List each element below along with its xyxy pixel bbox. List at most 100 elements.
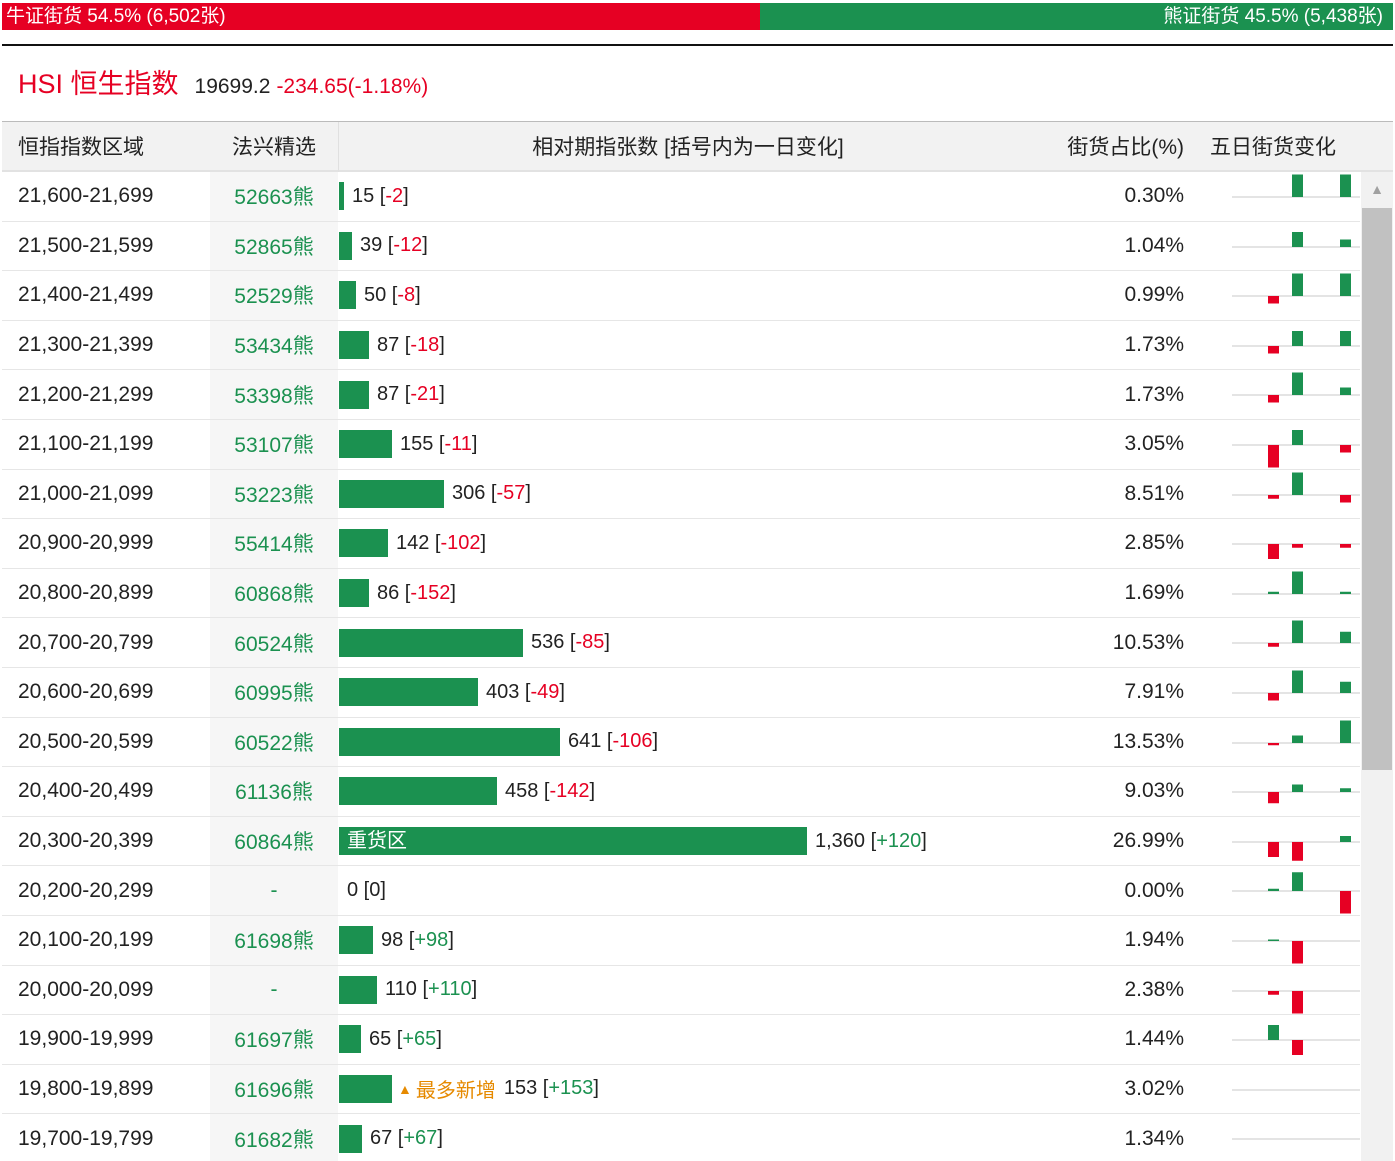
- day-delta: +67: [403, 1127, 438, 1150]
- row-count-cell: 536 [-85]: [338, 618, 1038, 667]
- row-pick-link[interactable]: 60524熊: [210, 618, 338, 667]
- header-divider: [2, 44, 1393, 46]
- five-day-bar: [1340, 174, 1351, 197]
- row-pct: 1.04%: [1124, 233, 1184, 257]
- row-count-cell: 50 [-8]: [338, 271, 1038, 320]
- row-five-day-chart: [1188, 222, 1360, 271]
- row-pick-link[interactable]: 60868熊: [210, 568, 338, 618]
- scroll-thumb[interactable]: [1362, 208, 1392, 770]
- row-pick-link[interactable]: 60995熊: [210, 667, 338, 717]
- five-day-bar: [1340, 494, 1351, 503]
- row-pick-link[interactable]: 53434熊: [210, 320, 338, 370]
- scroll-up-icon[interactable]: ▲: [1370, 181, 1384, 197]
- row-pct: 9.03%: [1124, 779, 1184, 803]
- row-pick-link[interactable]: 52529熊: [210, 271, 338, 320]
- row-pick-link[interactable]: 53223熊: [210, 469, 338, 519]
- row-count-cell: 86 [-152]: [338, 569, 1038, 618]
- five-day-bar: [1268, 494, 1279, 499]
- count-label: 67 [+67]: [370, 1127, 443, 1150]
- row-range: 20,100-20,199: [18, 928, 154, 952]
- row-pct: 0.00%: [1124, 878, 1184, 902]
- table-row: 20,100-20,199 61698熊 98 [+98] 1.94%: [2, 915, 1360, 966]
- five-day-bar: [1292, 990, 1303, 1013]
- row-range: 20,400-20,499: [18, 779, 154, 803]
- five-day-bar: [1340, 444, 1351, 453]
- bracket-open: [: [485, 482, 497, 505]
- five-day-mini-chart: [1232, 330, 1360, 354]
- bracket-open: [: [403, 928, 415, 951]
- bracket-open: [: [519, 680, 531, 703]
- count-label: 536 [-85]: [531, 631, 610, 654]
- row-pick-link[interactable]: 60522熊: [210, 717, 338, 767]
- bracket-close: ]: [525, 482, 531, 505]
- index-name[interactable]: HSI 恒生指数: [18, 69, 179, 99]
- count-value: 110: [385, 978, 417, 1001]
- count-label: 65 [+65]: [369, 1028, 442, 1051]
- table-row: 20,300-20,399 60864熊 重货区 1,360 [+120] 26.99%: [2, 816, 1360, 867]
- day-delta: -102: [440, 531, 481, 554]
- row-count-cell: 142 [-102]: [338, 519, 1038, 568]
- five-day-bar: [1292, 429, 1303, 445]
- five-day-bar: [1340, 591, 1351, 594]
- row-pick-link: -: [210, 866, 338, 915]
- row-five-day-chart: [1188, 718, 1360, 767]
- count-bar: [339, 678, 478, 707]
- row-pick-link[interactable]: 61136熊: [210, 767, 338, 816]
- five-day-bar: [1292, 784, 1303, 793]
- day-delta: +120: [876, 829, 922, 852]
- row-pick-link[interactable]: 61696熊: [210, 1064, 338, 1114]
- row-pick-link[interactable]: 52865熊: [210, 221, 338, 271]
- row-pick-link[interactable]: 60864熊: [210, 816, 338, 866]
- row-five-day-chart: [1188, 1065, 1360, 1114]
- header-range: 恒指指数区域: [18, 136, 144, 159]
- bracket-open: [: [538, 779, 550, 802]
- row-five-day-chart: [1188, 470, 1360, 519]
- table-row: 20,500-20,599 60522熊 641 [-106] 13.53%: [2, 717, 1360, 768]
- row-five-day-chart: [1188, 866, 1360, 915]
- table-row: 20,000-20,099 - 110 [+110] 2.38%: [2, 965, 1360, 1016]
- row-range: 19,700-19,799: [18, 1126, 154, 1150]
- count-bar: [339, 975, 377, 1004]
- row-five-day-chart: [1188, 1114, 1360, 1161]
- table-row: 20,900-20,999 55414熊 142 [-102] 2.85%: [2, 519, 1360, 569]
- bracket-open: [: [391, 1027, 403, 1050]
- row-range: 21,500-21,599: [18, 233, 154, 257]
- row-pick-link[interactable]: 53107熊: [210, 419, 338, 469]
- five-day-bar: [1292, 273, 1303, 297]
- bracket-open: [: [386, 283, 398, 306]
- five-day-bar: [1292, 872, 1303, 892]
- row-pick-link[interactable]: 52663熊: [210, 172, 338, 221]
- row-range: 21,600-21,699: [18, 184, 154, 208]
- count-bar: [339, 579, 369, 608]
- day-delta: 0: [369, 879, 381, 902]
- table-body: 21,600-21,699 52663熊 15 [-2] 0.30% 21,500-21…: [2, 172, 1393, 1161]
- day-delta: -2: [385, 184, 404, 207]
- row-range: 21,300-21,399: [18, 333, 154, 357]
- vertical-scrollbar[interactable]: ▲: [1361, 172, 1393, 1161]
- row-five-day-chart: [1188, 668, 1360, 717]
- five-day-bar: [1268, 591, 1279, 594]
- count-value: 153: [503, 1077, 538, 1100]
- day-delta: -8: [397, 283, 416, 306]
- day-delta: -106: [612, 730, 653, 753]
- row-pct: 1.73%: [1124, 333, 1184, 357]
- row-five-day-chart: [1188, 271, 1360, 320]
- bull-bear-ratio-bar: 牛证街货 54.5% (6,502张) 熊证街货 45.5% (5,438张): [2, 3, 1393, 30]
- row-pct: 1.94%: [1124, 928, 1184, 952]
- row-pick-link[interactable]: 61698熊: [210, 915, 338, 965]
- row-pick-link[interactable]: 55414熊: [210, 519, 338, 568]
- count-label: 403 [-49]: [486, 681, 565, 704]
- bracket-close: ]: [415, 283, 421, 306]
- row-pick-link[interactable]: 61697熊: [210, 1015, 338, 1064]
- row-pct: 1.73%: [1124, 382, 1184, 406]
- row-five-day-chart: [1188, 420, 1360, 469]
- row-pick-link[interactable]: 53398熊: [210, 370, 338, 419]
- row-pick-link[interactable]: 61682熊: [210, 1114, 338, 1161]
- day-delta: -21: [410, 383, 440, 406]
- count-label: 50 [-8]: [364, 284, 421, 307]
- five-day-mini-chart: [1232, 620, 1360, 648]
- count-label: 110 [+110]: [385, 978, 477, 1001]
- row-five-day-chart: [1188, 817, 1360, 866]
- five-day-bar: [1268, 889, 1279, 892]
- row-range: 20,000-20,099: [18, 977, 154, 1001]
